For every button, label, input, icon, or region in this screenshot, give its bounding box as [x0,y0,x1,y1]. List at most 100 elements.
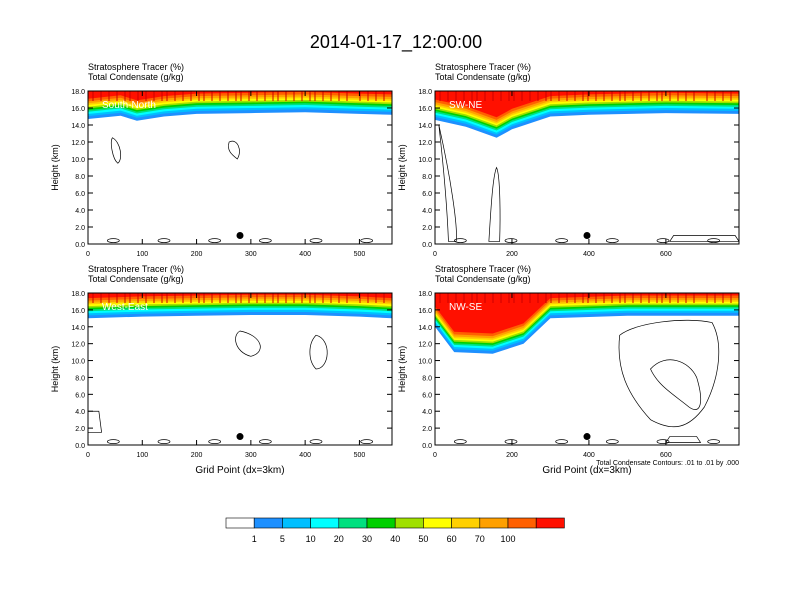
tracer-band [88,293,392,299]
condensate-contour [111,137,122,164]
location-marker [236,433,244,441]
y-tick-label: 18.0 [71,89,85,96]
x-tick-label: 300 [245,452,257,459]
condensate-contour [438,124,457,242]
condensate-contour [488,166,501,242]
y-tick-label: 6.0 [422,191,432,198]
y-tick-label: 8.0 [75,375,85,382]
tracer-field [88,91,392,121]
y-tick-label: 2.0 [422,225,432,232]
tracer-band [88,91,392,101]
y-tick-label: 16.0 [71,106,85,113]
y-tick-label: 0.0 [422,443,432,450]
y-tick-label: 2.0 [422,426,432,433]
panel-name: South-North [102,100,156,111]
tracer-field [435,293,739,354]
y-tick-label: 6.0 [422,392,432,399]
condensate-contour [605,238,619,243]
y-tick-label: 4.0 [422,409,432,416]
y-tick-label: 4.0 [75,409,85,416]
x-tick-label: 600 [660,251,672,258]
y-tick-label: 18.0 [418,291,432,298]
condensate-contour [605,439,619,444]
condensate-contours [88,330,374,444]
location-marker [236,232,244,239]
x-tick-label: 100 [136,251,148,258]
condensate-contours [106,137,374,243]
condensate-contour [504,439,518,444]
x-tick-label: 0 [433,452,437,459]
y-tick-label: 18.0 [418,89,432,96]
y-tick-label: 16.0 [71,308,85,315]
y-tick-label: 0.0 [75,443,85,450]
condensate-contour [88,410,102,433]
condensate-contour [665,436,702,443]
y-tick-label: 8.0 [75,174,85,181]
tracer-field [88,293,392,319]
condensate-contour [309,439,323,444]
condensate-contour [707,238,721,243]
panel-header-condensate: Total Condensate (g/kg) [435,72,531,82]
x-axis-label: Grid Point (dx=3km) [195,465,284,476]
condensate-contour [258,238,272,243]
panel-south-north: Stratosphere Tracer (%)Total Condensate … [50,62,393,258]
panel-name: NW-SE [449,302,482,313]
y-tick-label: 10.0 [418,359,432,366]
condensate-contour [208,439,222,444]
condensate-contour [504,238,518,243]
y-tick-label: 12.0 [418,140,432,147]
y-tick-label: 10.0 [71,359,85,366]
panel-header-tracer: Stratosphere Tracer (%) [88,264,184,274]
y-tick-label: 10.0 [71,157,85,164]
panel-header-condensate: Total Condensate (g/kg) [88,72,184,82]
x-tick-label: 400 [583,251,595,258]
x-tick-label: 500 [354,251,366,258]
tracer-band [435,293,739,334]
condensate-contours [453,319,721,444]
condensate-contour [157,439,171,444]
y-axis-label: Height (km) [397,346,407,393]
y-tick-label: 2.0 [75,426,85,433]
condensate-contour [228,140,240,160]
panel-header-condensate: Total Condensate (g/kg) [435,274,531,284]
panel-west-east: Stratosphere Tracer (%)Total Condensate … [50,264,393,476]
y-tick-label: 6.0 [75,392,85,399]
y-tick-label: 12.0 [418,342,432,349]
condensate-contour [707,439,721,444]
panel-header-tracer: Stratosphere Tracer (%) [435,62,531,72]
contour-note: Total Condensate Contours: .01 to .01 by… [596,460,739,467]
y-tick-label: 18.0 [71,291,85,298]
condensate-contour [453,439,467,444]
condensate-contour [669,235,739,242]
x-axis-label: Grid Point (dx=3km) [542,465,631,476]
condensate-contour [106,439,120,444]
y-tick-label: 16.0 [418,106,432,113]
plot-frame [434,292,740,446]
condensate-contours [438,124,739,243]
panel-header-tracer: Stratosphere Tracer (%) [435,264,531,274]
panel-name: West-East [102,302,148,313]
y-tick-label: 0.0 [75,242,85,249]
x-tick-label: 200 [506,452,518,459]
condensate-contour [656,439,670,444]
condensate-contour [258,439,272,444]
location-marker [583,232,591,239]
plot-frame [434,90,740,245]
condensate-contour [309,334,328,370]
plot-frame [87,292,393,446]
y-tick-label: 2.0 [75,225,85,232]
condensate-contour [309,238,323,243]
condensate-contour [106,238,120,243]
x-tick-label: 400 [299,452,311,459]
x-tick-label: 0 [433,251,437,258]
condensate-contour [618,319,720,428]
condensate-contour [656,238,670,243]
y-tick-label: 4.0 [422,208,432,215]
y-axis-label: Height (km) [397,144,407,191]
y-axis-label: Height (km) [50,144,60,191]
y-axis-label: Height (km) [50,346,60,393]
condensate-contour [360,439,374,444]
panel-header-tracer: Stratosphere Tracer (%) [88,62,184,72]
condensate-contour [650,359,702,410]
y-tick-label: 16.0 [418,308,432,315]
